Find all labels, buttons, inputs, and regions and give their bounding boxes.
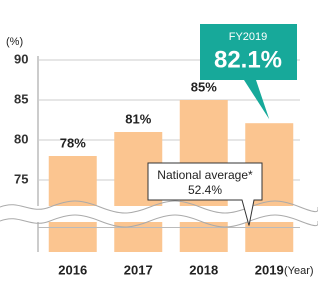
average-value: 52.4%: [188, 183, 222, 197]
y-tick-label: 80: [14, 131, 28, 146]
break-line: [0, 200, 318, 214]
y-tick-label: 85: [14, 91, 28, 106]
callout: [200, 24, 297, 120]
callout-value: 82.1%: [214, 46, 282, 73]
x-tick-label: 2019: [255, 262, 284, 277]
average-label: National average*: [157, 168, 253, 182]
y-unit: (%): [6, 36, 23, 48]
x-tick-label: 2017: [124, 262, 153, 277]
value-label: 81%: [125, 111, 151, 126]
bar: [48, 156, 97, 252]
break-line: [0, 214, 318, 228]
axis-break: [0, 206, 318, 222]
x-tick-label: 2016: [58, 262, 87, 277]
value-label: 78%: [60, 135, 86, 150]
y-tick-label: 90: [14, 51, 28, 66]
value-label: 85%: [191, 79, 217, 94]
callout-label: FY2019: [229, 31, 268, 43]
x-unit: (Year): [284, 265, 314, 277]
y-tick-label: 75: [14, 171, 28, 186]
average-callout: [147, 162, 263, 226]
x-tick-label: 2018: [189, 262, 218, 277]
